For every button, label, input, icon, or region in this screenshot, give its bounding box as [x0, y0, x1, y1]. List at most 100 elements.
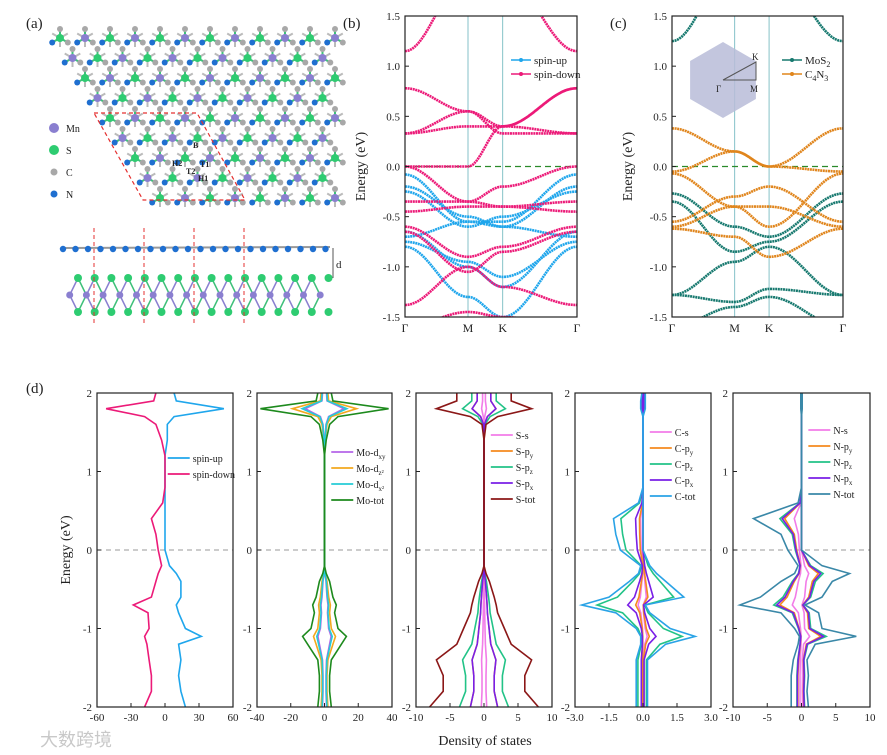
atom — [174, 39, 181, 46]
atom — [327, 179, 334, 186]
atom — [307, 308, 316, 316]
x-tick-label: -5 — [763, 712, 773, 724]
atom — [207, 274, 216, 282]
atom — [124, 274, 133, 282]
atom — [143, 54, 152, 62]
atom — [174, 159, 181, 166]
atom — [218, 94, 227, 102]
legend-label: spin-down — [193, 470, 235, 481]
y-tick-label: -1.5 — [650, 312, 668, 324]
atom — [339, 79, 346, 86]
atom — [234, 245, 242, 253]
atom — [299, 159, 306, 166]
site-label-b: B — [193, 141, 199, 150]
x-tick-label: -40 — [250, 712, 265, 724]
atom — [269, 166, 276, 172]
band-c — [672, 185, 843, 223]
legend-text: N-s — [833, 426, 848, 437]
atom — [294, 126, 301, 132]
dos-curve — [260, 392, 326, 708]
atom — [61, 59, 68, 66]
atom — [232, 106, 238, 112]
atom — [114, 39, 121, 46]
y-tick-label: 2 — [565, 388, 571, 400]
legend-subscript: y — [690, 449, 694, 457]
atom — [140, 308, 149, 316]
legend-text: C — [805, 69, 812, 81]
atom — [72, 245, 79, 253]
atom — [218, 54, 227, 62]
atom — [214, 79, 221, 86]
atom — [99, 79, 106, 86]
y-tick-label: 0.5 — [386, 111, 400, 123]
atom — [107, 274, 116, 282]
atom — [186, 139, 193, 146]
atom — [289, 39, 296, 46]
atom — [232, 186, 238, 192]
kpath-triangle — [722, 61, 757, 81]
atom — [299, 199, 306, 206]
atom — [269, 86, 276, 92]
atom — [244, 46, 251, 52]
legend-label: S-pz — [516, 463, 533, 476]
atom — [99, 119, 106, 126]
legend-text: Mo-d — [356, 464, 378, 475]
atom — [277, 99, 284, 106]
atom — [252, 179, 259, 186]
atom — [111, 99, 118, 106]
atom — [161, 59, 168, 66]
legend-text: C-p — [675, 444, 690, 455]
atom — [197, 245, 204, 253]
atom — [257, 26, 263, 32]
atom — [181, 154, 189, 162]
atom — [207, 308, 216, 316]
legend-text: spin-down — [534, 69, 581, 81]
atom — [256, 34, 264, 42]
band-mos — [672, 200, 843, 254]
atom — [119, 86, 126, 92]
atom — [119, 126, 126, 132]
atom — [319, 166, 326, 172]
atom — [252, 59, 259, 66]
dos-subplot-3: 210-1-2-10 -5 0 5 10 — [402, 388, 558, 724]
legend-subscript: x — [849, 479, 853, 487]
atom — [131, 154, 139, 162]
x-tick-label: 0 — [322, 712, 328, 724]
atom — [332, 146, 338, 152]
atom — [332, 26, 338, 32]
atom — [182, 186, 188, 192]
atom — [266, 291, 274, 299]
atom — [241, 308, 249, 316]
legend-marker — [519, 58, 523, 62]
kpoint-label: M — [729, 321, 740, 335]
atom — [244, 126, 251, 132]
atom — [224, 199, 231, 206]
atom — [324, 159, 331, 166]
atom — [264, 39, 271, 46]
atom — [168, 174, 177, 182]
atom — [243, 174, 252, 182]
y-tick-label: -1 — [719, 624, 728, 636]
atom — [331, 154, 339, 162]
atom — [319, 86, 326, 92]
atom — [56, 34, 64, 42]
atom — [182, 26, 188, 32]
atom — [268, 54, 277, 62]
y-tick-label: 0.5 — [653, 111, 667, 123]
atom — [274, 39, 281, 46]
legend-text: N-p — [833, 474, 849, 485]
band-c — [672, 227, 843, 259]
x-tick-label: -10 — [409, 712, 424, 724]
atom — [257, 186, 263, 192]
atom — [118, 134, 127, 142]
atom — [282, 66, 288, 72]
atom — [190, 308, 199, 316]
atom — [224, 308, 233, 316]
atom — [157, 186, 163, 192]
atom — [318, 54, 327, 62]
atom — [327, 99, 334, 106]
atom — [89, 79, 96, 86]
y-tick-label: 0 — [247, 545, 253, 557]
atom — [182, 146, 188, 152]
y-tick-label: 1 — [247, 467, 253, 479]
